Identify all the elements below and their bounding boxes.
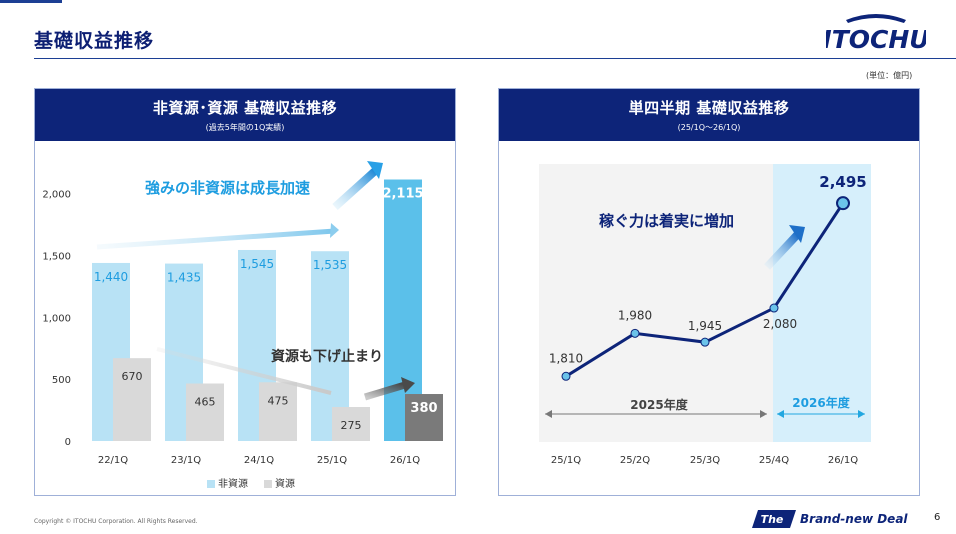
quarterly-panel: 単四半期 基礎収益推移 (25/1Q～26/1Q) 2025年度 2026年度 … [498,88,920,496]
left-panel-header: 非資源･資源 基礎収益推移 (過去5年間の1Q実績) [35,89,455,141]
left-y-axis: 0 500 1,000 1,500 2,000 [42,190,71,448]
fy2025-label: 2025年度 [630,397,688,412]
left-legend: 非資源 資源 [207,477,295,490]
line-series-group [561,196,850,381]
unit-note: (単位：億円) [866,71,913,80]
y-tick-label: 500 [52,375,71,386]
legend-label-resource: 資源 [275,477,295,490]
x-tick-label: 26/1Q [390,455,420,466]
tagline-the: The [761,513,784,526]
copyright: Copyright © ITOCHU Corporation. All Righ… [34,518,198,525]
left-panel-subtitle: (過去5年間の1Q実績) [205,123,285,132]
y-tick-label: 0 [65,437,71,448]
line-point-label: 2,080 [763,317,797,331]
resource-callout: 資源も下げ止まり [271,348,383,365]
bar-label-nonresource: 1,440 [94,270,128,284]
nonresource-resource-panel: 非資源･資源 基礎収益推移 (過去5年間の1Q実績) [34,88,456,496]
right-panel-title: 単四半期 基礎収益推移 [628,99,790,117]
x-tick-label: 25/1Q [551,455,581,466]
logo-text: ITOCHU [826,25,926,52]
bar-resource [186,383,224,441]
itochu-logo: ITOCHU [826,14,926,52]
line-point [561,371,571,381]
growth-accel-arrow [332,168,378,210]
bar-label-nonresource: 2,115 [382,187,423,202]
bar-chart: 0 500 1,000 1,500 2,000 1,440 670 1,435 465 1,54… [42,161,443,490]
left-x-axis: 22/1Q 23/1Q 24/1Q 25/1Q 26/1Q [98,455,420,466]
earning-power-arrowhead [789,225,805,243]
bar-label-resource: 465 [195,396,216,409]
resource-bottom-arrowhead [401,377,415,393]
fy2026-background [773,164,871,442]
bar-label-resource: 380 [410,401,437,416]
top-accent-bar [0,0,62,3]
y-tick-label: 1,000 [42,313,71,324]
right-x-axis: 25/1Q 25/2Q 25/3Q 25/4Q 26/1Q [551,455,858,466]
earning-power-callout: 稼ぐ力は着実に増加 [599,212,734,230]
bar-label-resource: 670 [122,370,143,383]
bar-label-group: 1,440 670 1,435 465 1,545 475 1,535 275 2,115 380 [94,187,438,432]
title-divider [34,58,956,59]
x-tick-label: 22/1Q [98,455,128,466]
x-tick-label: 25/4Q [759,455,789,466]
x-tick-label: 26/1Q [828,455,858,466]
resource-trend-arrow [156,347,332,395]
growth-callout: 強みの非資源は成長加速 [145,179,310,197]
legend-swatch-resource [264,480,272,488]
line-point-label: 1,980 [618,308,652,322]
growth-trend-arrow [96,228,336,250]
left-panel-title: 非資源･資源 基礎収益推移 [152,99,338,117]
x-tick-label: 25/3Q [690,455,720,466]
fy2025-background [539,164,773,442]
line-point [769,303,779,313]
earning-power-arrow [764,232,800,270]
legend-swatch-nonresource [207,480,215,488]
bar-label-resource: 475 [268,394,289,407]
page-number: 6 [934,512,941,523]
line-point [630,328,640,338]
right-panel-subtitle: (25/1Q～26/1Q) [677,123,741,132]
page-title: 基礎収益推移 [34,30,155,52]
x-tick-label: 23/1Q [171,455,201,466]
bar-resource [113,358,151,441]
line-point-label: 1,945 [688,319,722,333]
y-tick-label: 1,500 [42,252,71,263]
fy2026-label: 2026年度 [792,395,850,410]
line-point-label: 2,495 [819,173,866,191]
line-point [836,196,850,211]
bar-resource [259,382,297,441]
growth-trend-arrowhead [330,223,339,238]
growth-accel-arrowhead [367,161,383,179]
brand-tagline: The Brand-new Deal [752,510,908,528]
x-tick-label: 24/1Q [244,455,274,466]
x-tick-label: 25/2Q [620,455,650,466]
y-tick-label: 2,000 [42,190,71,201]
bar-label-nonresource: 1,545 [240,257,274,271]
bar-label-resource: 275 [341,419,362,432]
tagline-text: Brand-new Deal [800,512,908,526]
right-panel-header: 単四半期 基礎収益推移 (25/1Q～26/1Q) [499,89,919,141]
line-point-label: 1,810 [549,351,583,365]
bar-resource [332,407,370,441]
bar-label-nonresource: 1,535 [313,258,347,272]
line-point [700,337,710,347]
line-label-group: 1,810 1,980 1,945 2,080 2,495 [549,173,867,365]
resource-bottom-arrow [363,381,407,401]
line-chart: 2025年度 2026年度 稼ぐ力は着実に増加 1,810 1,980 1,945 2… [539,164,871,466]
bar-label-nonresource: 1,435 [167,271,201,285]
x-tick-label: 25/1Q [317,455,347,466]
bar-resource [405,394,443,441]
legend-label-nonresource: 非資源 [218,477,248,490]
bar-group [92,179,443,441]
tagline-badge [752,510,796,528]
